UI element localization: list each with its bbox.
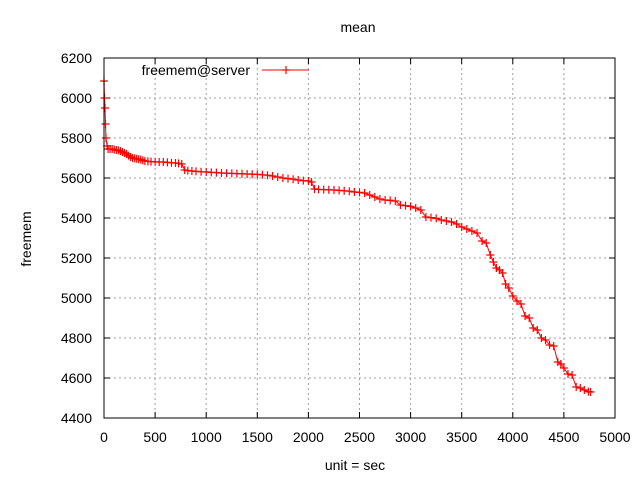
y-tick-label: 6200 bbox=[61, 50, 92, 66]
data-point bbox=[177, 160, 186, 168]
data-point bbox=[416, 206, 425, 214]
data-point bbox=[263, 171, 272, 180]
data-point bbox=[375, 195, 384, 203]
data-point bbox=[525, 314, 534, 322]
data-point bbox=[533, 326, 542, 334]
x-axis-label: unit = sec bbox=[325, 457, 385, 473]
data-point bbox=[462, 225, 471, 233]
y-tick-label: 5600 bbox=[61, 170, 92, 186]
axis-ticks: 0 500 1000 1500 2000 2500 3000 3500 4000 4500 5000… bbox=[61, 50, 631, 445]
data-point bbox=[457, 223, 466, 231]
legend-label: freemem@server bbox=[142, 62, 251, 78]
x-tick-label: 3500 bbox=[446, 429, 477, 445]
legend-marker bbox=[282, 66, 290, 74]
y-tick-label: 4600 bbox=[61, 370, 92, 386]
grid bbox=[103, 57, 616, 419]
data-point bbox=[549, 342, 558, 350]
data-point bbox=[273, 173, 282, 181]
data-point bbox=[118, 148, 127, 156]
data-point bbox=[572, 383, 581, 391]
data-point bbox=[101, 120, 110, 128]
x-tick-label: 4500 bbox=[548, 429, 579, 445]
data-point bbox=[447, 218, 456, 226]
data-point bbox=[478, 237, 487, 245]
data-point bbox=[580, 386, 589, 394]
data-point bbox=[486, 251, 495, 259]
data-point bbox=[432, 214, 441, 223]
data-point bbox=[559, 364, 568, 372]
data-point bbox=[289, 175, 298, 184]
data-point bbox=[586, 388, 595, 396]
data-point bbox=[411, 204, 420, 212]
data-point bbox=[268, 172, 277, 180]
data-point bbox=[442, 217, 451, 225]
x-tick-label: 3000 bbox=[395, 429, 426, 445]
data-point bbox=[126, 153, 135, 161]
x-tick-label: 5000 bbox=[599, 429, 630, 445]
data-point bbox=[467, 227, 476, 235]
data-point bbox=[564, 370, 572, 378]
y-tick-label: 5000 bbox=[61, 290, 92, 306]
y-tick-label: 4800 bbox=[61, 330, 92, 346]
y-tick-label: 4400 bbox=[61, 410, 92, 426]
plot-frame bbox=[103, 57, 616, 419]
x-tick-label: 2500 bbox=[344, 429, 375, 445]
data-point bbox=[365, 191, 374, 199]
data-point bbox=[101, 104, 109, 112]
y-axis-label: freemem bbox=[18, 211, 34, 266]
x-tick-label: 0 bbox=[100, 429, 108, 445]
data-point bbox=[437, 216, 446, 224]
data-point bbox=[517, 300, 525, 308]
data-point bbox=[391, 197, 400, 205]
y-tick-label: 5400 bbox=[61, 210, 92, 226]
x-tick-label: 500 bbox=[143, 429, 167, 445]
data-point bbox=[512, 297, 521, 305]
y-tick-label: 6000 bbox=[61, 90, 92, 106]
data-point bbox=[406, 202, 415, 211]
data-point bbox=[136, 155, 145, 164]
data-point bbox=[452, 220, 461, 228]
data-point bbox=[508, 292, 517, 300]
series bbox=[100, 77, 595, 396]
data-point bbox=[504, 284, 513, 292]
chart-title: mean bbox=[340, 19, 375, 35]
data-point bbox=[537, 334, 546, 342]
data-point bbox=[370, 193, 379, 201]
y-tick-label: 5200 bbox=[61, 250, 92, 266]
data-point bbox=[401, 201, 410, 210]
data-point bbox=[482, 239, 491, 247]
data-point bbox=[473, 229, 481, 237]
y-tick-label: 5800 bbox=[61, 130, 92, 146]
legend: freemem@server bbox=[142, 62, 309, 78]
data-point bbox=[307, 178, 316, 186]
x-tick-label: 4000 bbox=[497, 429, 528, 445]
data-point bbox=[541, 336, 550, 344]
series-line bbox=[103, 80, 591, 393]
data-point bbox=[576, 384, 585, 392]
data-point bbox=[345, 187, 354, 196]
data-point bbox=[489, 258, 498, 266]
data-point bbox=[498, 269, 507, 277]
data-point bbox=[529, 324, 538, 332]
x-tick-label: 1000 bbox=[191, 429, 222, 445]
data-point bbox=[122, 150, 131, 158]
x-tick-label: 2000 bbox=[293, 429, 324, 445]
data-point bbox=[521, 312, 530, 320]
data-point bbox=[568, 371, 577, 379]
data-point bbox=[116, 147, 125, 155]
data-point bbox=[102, 134, 110, 142]
data-point bbox=[545, 341, 554, 349]
data-point bbox=[427, 213, 435, 222]
x-tick-label: 1500 bbox=[242, 429, 273, 445]
data-point bbox=[360, 189, 369, 197]
